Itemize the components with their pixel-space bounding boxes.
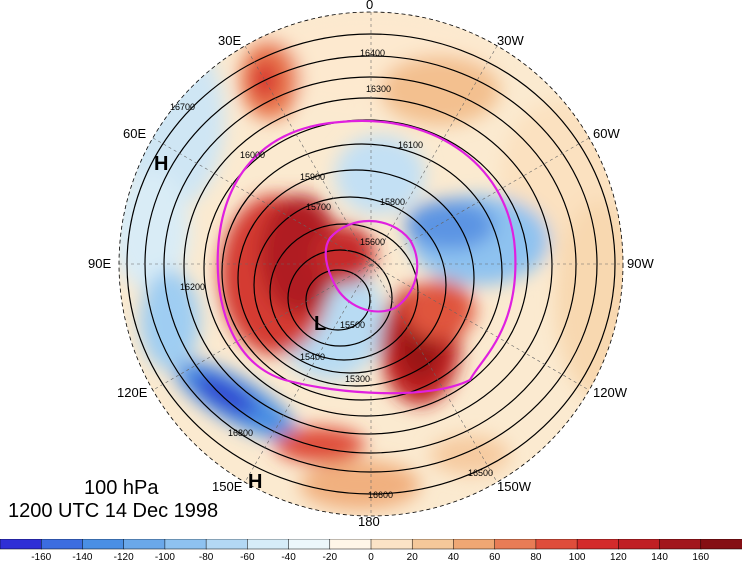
contour-label: 16700 — [170, 102, 195, 112]
contour-labels: 16400 16300 16100 15900 15800 15700 1560… — [170, 48, 493, 500]
colorbar-tick-label: 140 — [651, 552, 668, 561]
lon-label-90w: 90W — [627, 256, 654, 271]
colorbar-box — [494, 539, 537, 550]
lon-label-60w: 60W — [593, 126, 620, 141]
colorbar-box — [370, 539, 413, 550]
polar-map: L H H 16400 16300 16100 15900 15800 1570… — [88, 0, 654, 529]
map-disk — [119, 12, 623, 516]
colorbar-box — [535, 539, 578, 550]
colorbar-box — [453, 539, 496, 550]
colorbar-box — [618, 539, 661, 550]
lon-label-120e: 120E — [117, 385, 148, 400]
high-center-label-west: H — [154, 153, 168, 175]
colorbar-box — [40, 539, 84, 550]
colorbar-tick-label: -20 — [323, 552, 338, 561]
contour-label: 16300 — [366, 84, 391, 94]
colorbar-box — [411, 539, 455, 550]
colorbar-box — [123, 539, 166, 550]
colorbar-tick-label: 60 — [489, 552, 501, 561]
colorbar-tick-label: -40 — [281, 552, 296, 561]
lon-label-150e: 150E — [212, 479, 243, 494]
contour-label: 16500 — [468, 468, 493, 478]
contour-label: 15500 — [340, 320, 365, 330]
lon-label-30w: 30W — [497, 33, 524, 48]
valid-time-caption: 1200 UTC 14 Dec 1998 — [8, 500, 219, 522]
colorbar: -160 -140 -120 -100 -80 -60 -40 -20 0 20 40 60 80 100… — [0, 539, 742, 561]
lon-label-30e: 30E — [218, 33, 241, 48]
colorbar-box — [205, 539, 249, 550]
lon-label-60e: 60E — [123, 126, 146, 141]
contour-label: 16600 — [368, 490, 393, 500]
colorbar-box — [0, 539, 42, 550]
colorbar-box — [247, 539, 290, 550]
lon-label-90e: 90E — [88, 256, 111, 271]
contour-label: 15700 — [306, 202, 331, 212]
contour-label: 16200 — [180, 282, 205, 292]
high-center-label-south: H — [248, 471, 262, 493]
colorbar-tick-label: 100 — [569, 552, 586, 561]
colorbar-tick-label: 20 — [407, 552, 419, 561]
colorbar-tick-label: 0 — [368, 552, 374, 561]
contour-label: 16100 — [398, 140, 423, 150]
contour-label: 16000 — [240, 150, 265, 160]
colorbar-tick-label: 80 — [530, 552, 542, 561]
pressure-level-caption: 100 hPa — [84, 477, 159, 499]
colorbar-tick-label: -60 — [240, 552, 255, 561]
lon-label-150w: 150W — [497, 479, 532, 494]
contour-label: 16800 — [228, 428, 253, 438]
low-center-label: L — [314, 313, 326, 335]
map-boundary — [118, 11, 624, 517]
lon-label-180: 180 — [358, 514, 380, 529]
colorbar-tick-label: -100 — [155, 552, 175, 561]
jet-outline — [216, 119, 517, 395]
lon-label-120w: 120W — [593, 385, 628, 400]
colorbar-box — [576, 539, 620, 550]
colorbar-boxes — [0, 539, 742, 550]
contour-label: 15400 — [300, 352, 325, 362]
colorbar-box — [164, 539, 207, 550]
contour-label: 15300 — [345, 374, 370, 384]
longitude-labels: 0 30W 60W 90W 120W 150W 180 150E 120E 90… — [88, 0, 654, 529]
colorbar-tick-label: 120 — [610, 552, 627, 561]
colorbar-tick-label: -140 — [72, 552, 92, 561]
colorbar-tick-label: -80 — [199, 552, 214, 561]
contour-label: 15600 — [360, 237, 385, 247]
colorbar-ticks: -160 -140 -120 -100 -80 -60 -40 -20 0 20 40 60 80 100… — [31, 552, 709, 561]
lon-label-0: 0 — [366, 0, 373, 12]
colorbar-box — [82, 539, 125, 550]
contour-label: 16400 — [360, 48, 385, 58]
colorbar-tick-label: -160 — [31, 552, 51, 561]
contour-label: 15900 — [300, 172, 325, 182]
colorbar-box — [659, 539, 702, 550]
colorbar-tick-label: 160 — [692, 552, 709, 561]
colorbar-box — [700, 539, 742, 550]
colorbar-tick-label: 40 — [448, 552, 460, 561]
contour-label: 15800 — [380, 197, 405, 207]
colorbar-box — [288, 539, 331, 550]
coastlines — [119, 12, 623, 516]
colorbar-box — [329, 539, 372, 550]
colorbar-tick-label: -120 — [114, 552, 134, 561]
